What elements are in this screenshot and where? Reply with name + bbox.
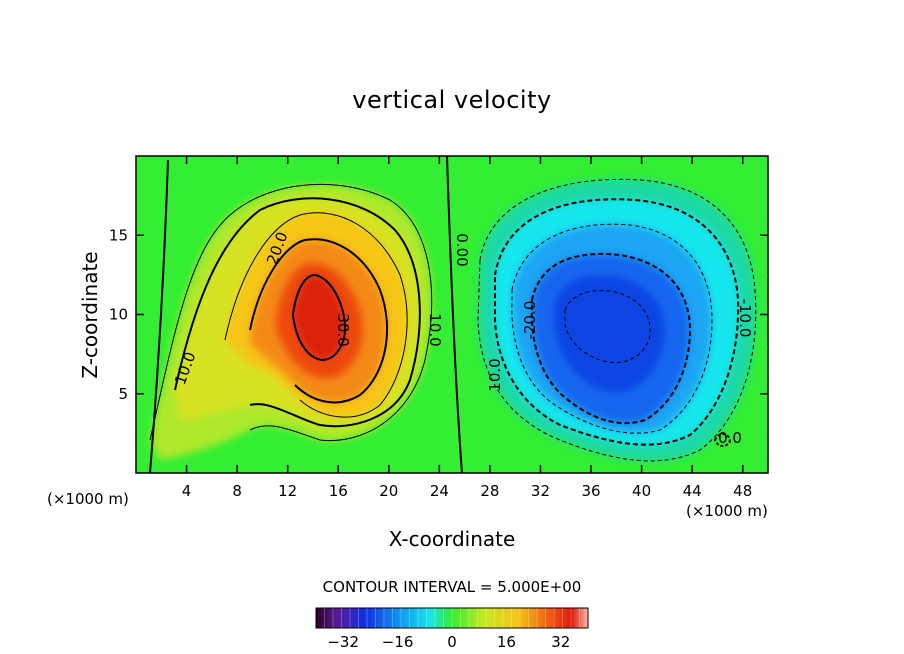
- chart-title: vertical velocity: [352, 86, 552, 114]
- colorbar-ticks: −32 −16 0 16 32: [324, 608, 580, 651]
- x-tick-label: 8: [232, 482, 242, 500]
- x-tick-label: 20: [379, 482, 398, 500]
- colorbar-tick-label: 16: [497, 633, 516, 651]
- contour-label: 30.0: [334, 313, 352, 346]
- contour-label: 0.0: [718, 429, 742, 447]
- x-unit-label-left: (×1000 m): [47, 490, 129, 508]
- colorbar-tick-label: 0: [447, 633, 457, 651]
- contour-label: -20.0: [521, 301, 539, 340]
- colorbar-tick-label: −16: [382, 633, 414, 651]
- y-tick-label: 5: [118, 385, 128, 403]
- x-tick-label: 36: [581, 482, 600, 500]
- x-tick-label: 40: [632, 482, 651, 500]
- x-tick-label: 24: [430, 482, 449, 500]
- x-tick-label: 32: [531, 482, 550, 500]
- colorbar-tick-label: −32: [327, 633, 359, 651]
- colorbar-tick-label: 32: [551, 633, 570, 651]
- x-tick-label: 44: [683, 482, 702, 500]
- contour-interval-text: CONTOUR INTERVAL = 5.000E+00: [322, 578, 582, 596]
- x-tick-label: 48: [733, 482, 752, 500]
- y-tick-label: 15: [109, 226, 128, 244]
- x-tick-label: 4: [182, 482, 192, 500]
- y-tick-label: 10: [109, 306, 128, 324]
- heatmap-field: [150, 179, 756, 461]
- colorbar: [315, 607, 589, 629]
- contour-label: 0.00: [453, 233, 471, 266]
- x-tick-label: 16: [329, 482, 348, 500]
- contour-label: 10.0: [486, 358, 504, 391]
- plot-area: 20.030.010.010.00.00-20.010.0-10.00.0: [136, 156, 768, 473]
- x-unit-label-right: (×1000 m): [686, 502, 768, 520]
- x-tick-label: 12: [278, 482, 297, 500]
- contour-label: -10.0: [736, 299, 754, 338]
- x-tick-label: 28: [480, 482, 499, 500]
- contour-lines: [149, 156, 757, 473]
- x-axis-label: X-coordinate: [388, 527, 516, 551]
- contour-label: 10.0: [426, 313, 444, 346]
